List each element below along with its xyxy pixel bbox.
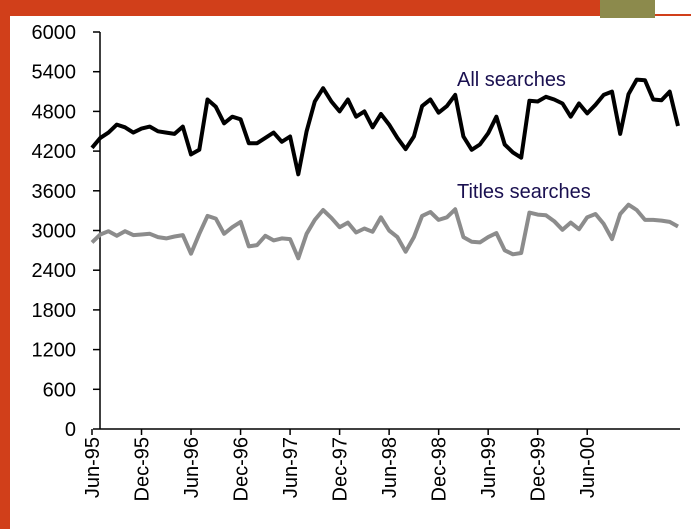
x-tick-label: Dec-98 [429, 437, 451, 501]
series-line [90, 77, 680, 177]
series-line [90, 202, 679, 261]
x-tick-label: Jun-95 [82, 437, 104, 498]
y-tick-label: 5400 [32, 62, 77, 84]
plot: 0 600 1200 1800 2400 3000 3600 4200 4800 5400 6000… [32, 22, 680, 501]
x-tick-label: Jun-99 [478, 437, 500, 498]
x-tick-label: Jun-97 [280, 437, 302, 498]
y-tick-label: 3600 [32, 181, 77, 203]
x-tick-label: Jun-96 [181, 437, 203, 498]
y-tick-label: 1800 [32, 300, 77, 322]
y-tick-label: 3000 [32, 221, 77, 243]
series-label: All searches [457, 69, 566, 91]
y-tick-label: 0 [65, 419, 76, 441]
y-tick-label: 1200 [32, 340, 77, 362]
x-tick-label: Dec-95 [132, 437, 154, 501]
frame-line [655, 14, 691, 16]
series-label: Titles searches [457, 181, 591, 203]
y-tick-label: 2400 [32, 260, 77, 282]
x-tick-label: Dec-99 [528, 437, 550, 501]
frame-left [0, 0, 10, 529]
y-tick-label: 4200 [32, 141, 77, 163]
x-tick-label: Dec-97 [330, 437, 352, 501]
frame-accent [600, 0, 655, 18]
y-tick-label: 600 [43, 379, 76, 401]
frame-top [0, 0, 600, 16]
x-tick-label: Dec-96 [231, 437, 253, 501]
y-tick-label: 6000 [32, 22, 77, 44]
y-tick-label: 4800 [32, 101, 77, 123]
x-tick-label: Jun-98 [379, 437, 401, 498]
x-tick-label: Jun-00 [577, 437, 599, 498]
